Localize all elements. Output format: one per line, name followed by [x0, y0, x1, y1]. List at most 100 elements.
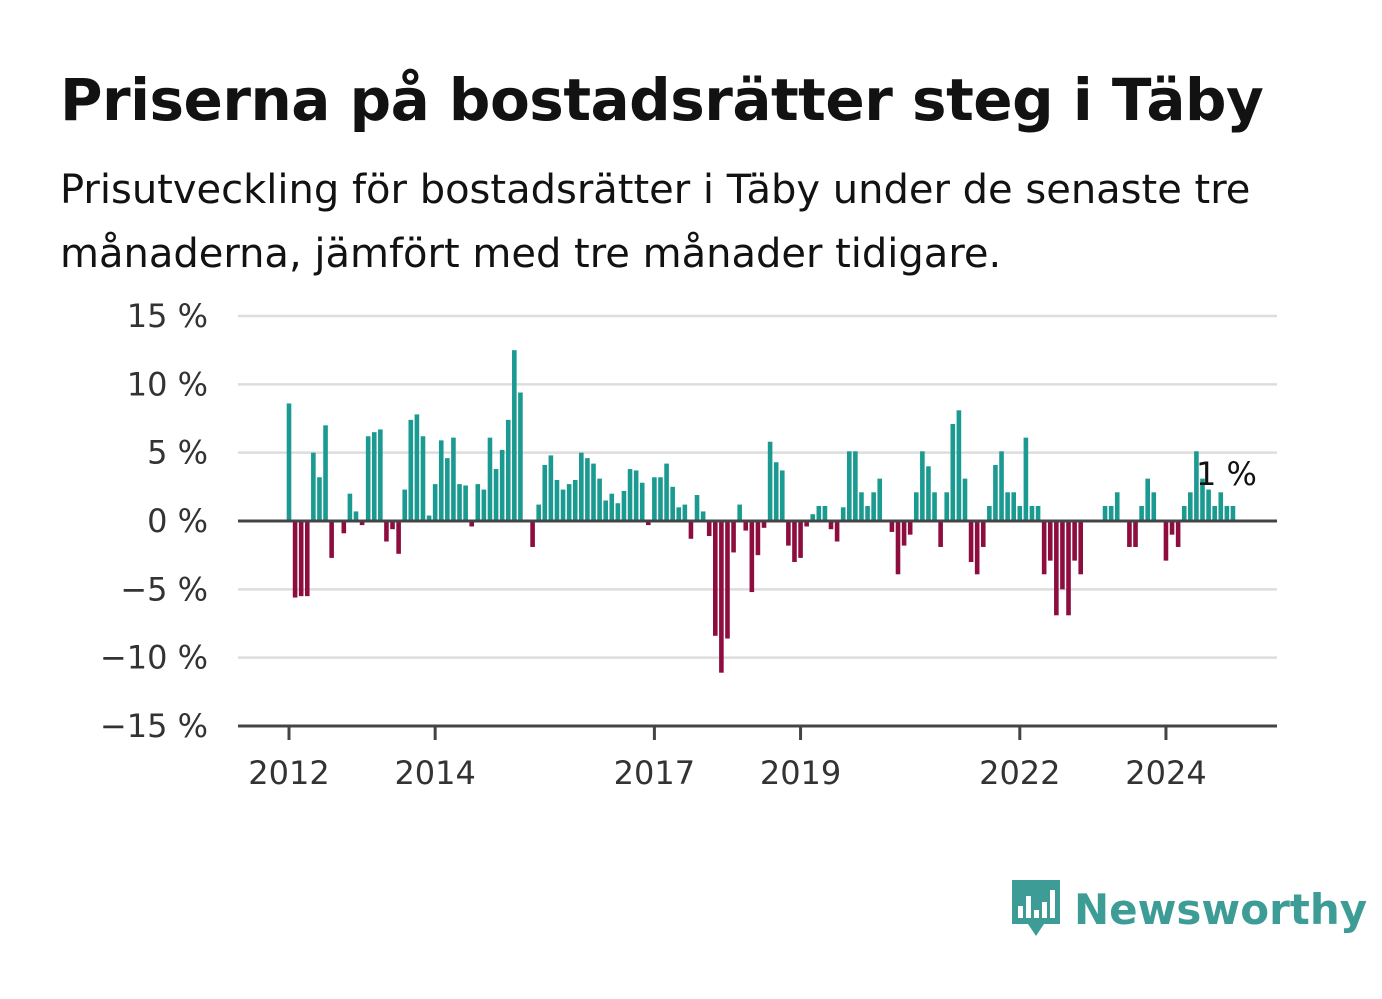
bar: [944, 492, 950, 521]
bar: [846, 451, 852, 521]
bar: [304, 521, 310, 597]
bar: [1078, 521, 1083, 575]
bar: [639, 482, 645, 521]
y-tick-label: 15 %: [127, 297, 208, 335]
bar: [475, 484, 481, 521]
bar: [292, 521, 298, 598]
bar: [889, 521, 895, 532]
bar: [962, 478, 968, 521]
bar: [1005, 492, 1010, 521]
bar: [1218, 492, 1224, 521]
bar: [1200, 478, 1205, 521]
bar: [408, 419, 414, 521]
bar: [1230, 505, 1236, 521]
bar: [1169, 521, 1175, 535]
bar: [1188, 492, 1193, 521]
y-tick-label: −5 %: [120, 570, 208, 608]
bar: [725, 521, 730, 639]
bar: [1017, 505, 1023, 521]
bar: [834, 521, 840, 542]
bar: [1023, 437, 1029, 521]
y-tick-label: −15 %: [100, 707, 208, 745]
bar: [420, 436, 426, 521]
bar: [353, 511, 359, 521]
bar: [926, 466, 931, 521]
bar: [1047, 521, 1053, 561]
bar: [347, 493, 353, 521]
bar: [688, 521, 694, 539]
bar: [548, 455, 554, 521]
bar: [1029, 505, 1035, 521]
bar: [286, 403, 292, 521]
x-tick-label: 2022: [979, 754, 1060, 792]
bar: [1127, 521, 1132, 547]
bar: [853, 451, 858, 521]
bar: [1066, 521, 1071, 616]
bar: [579, 452, 584, 521]
bar: [1175, 521, 1181, 547]
bar: [481, 489, 487, 521]
brand-logo: Newsworthy: [1010, 878, 1367, 940]
bar: [499, 449, 505, 521]
bar: [895, 521, 901, 575]
bar: [317, 477, 322, 521]
bar: [706, 521, 712, 537]
bar: [755, 521, 761, 556]
bar: [938, 521, 943, 547]
bar: [743, 521, 749, 531]
grid-lines: [238, 314, 1277, 659]
bar: [658, 477, 663, 521]
bar: [731, 521, 736, 553]
bar: [1145, 478, 1150, 521]
bar: [840, 507, 846, 521]
bar: [378, 429, 383, 521]
bar: [1108, 505, 1114, 521]
y-tick-label: −10 %: [100, 639, 208, 677]
bar: [901, 521, 907, 546]
bar: [792, 521, 797, 562]
bar: [822, 505, 828, 521]
bar: [1041, 521, 1047, 575]
bar: [773, 462, 779, 521]
bar: [1212, 505, 1217, 521]
bar: [402, 489, 408, 521]
last-value-annotation: 1 %: [1196, 455, 1257, 493]
bar: [920, 451, 925, 521]
bar: [974, 521, 980, 575]
bar: [1035, 505, 1041, 521]
bar: [993, 464, 998, 521]
bar: [816, 505, 822, 521]
bar: [999, 451, 1004, 521]
bar: [682, 504, 688, 521]
bar: [591, 463, 596, 521]
bar: [652, 477, 657, 521]
bar: [572, 480, 578, 521]
bar: [365, 436, 371, 521]
bar: [804, 521, 809, 527]
bar: [987, 505, 992, 521]
bar: [451, 437, 456, 521]
bar: [633, 470, 639, 521]
axes: [238, 519, 1277, 728]
bar: [432, 484, 438, 521]
bar: [1139, 505, 1144, 521]
newsworthy-logo-icon: [1012, 880, 1060, 936]
bar: [694, 495, 700, 521]
bar: [1114, 492, 1120, 521]
bar: [968, 521, 974, 562]
bar: [810, 514, 816, 521]
bar: [603, 500, 608, 521]
bar: [700, 511, 706, 521]
bar: [865, 505, 870, 521]
x-tick-label: 2024: [1125, 754, 1206, 792]
bar: [566, 484, 572, 521]
bar: [554, 480, 560, 521]
bar: [1060, 521, 1065, 590]
x-tick-label: 2019: [760, 754, 841, 792]
bar: [627, 469, 633, 521]
bar: [1194, 451, 1199, 521]
y-axis-ticks: 15 % 10 % 5 % 0 % −5 % −10 % −15 %: [100, 297, 208, 745]
bar: [1054, 521, 1059, 616]
bar: [542, 464, 548, 521]
